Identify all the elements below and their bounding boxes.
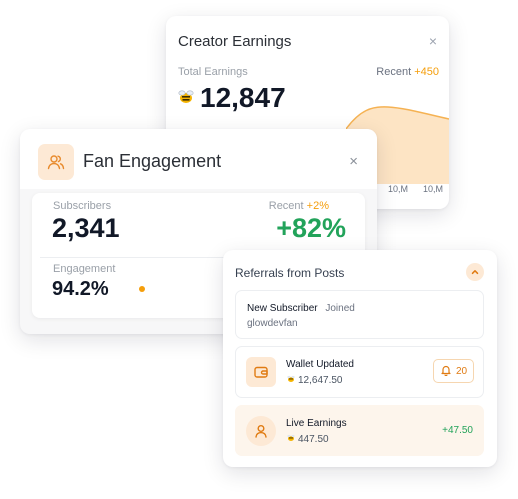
close-icon[interactable]: × [428, 33, 437, 49]
close-icon[interactable]: × [349, 153, 358, 170]
subscribers-label: Subscribers [53, 200, 112, 212]
total-earnings-label: Total Earnings [178, 66, 248, 78]
earnings-recent-label: Recent [376, 66, 412, 78]
user-icon [246, 416, 276, 446]
referrals-title: Referrals from Posts [235, 266, 345, 280]
referral-title: Live Earnings [286, 418, 347, 429]
engagement-label: Engagement [53, 263, 116, 275]
referral-title: New Subscriber Joined [247, 303, 355, 314]
earnings-amount: 12,847 [176, 82, 286, 114]
referral-amount: 12,647.50 [286, 374, 343, 387]
bell-icon [440, 364, 452, 379]
x-tick-label: 10,M [388, 184, 409, 194]
referral-delta: +47.50 [442, 425, 473, 436]
engagement-recent-label: Recent [268, 200, 304, 212]
wallet-icon [246, 357, 276, 387]
referrals-card: Referrals from Posts New Subscriber Join… [223, 250, 497, 467]
referral-amount-value: 447.50 [298, 434, 329, 445]
list-item[interactable]: Wallet Updated 12,647.50 20 [235, 346, 484, 398]
earnings-title: Creator Earnings [178, 33, 292, 50]
fan-engagement-card: Fan Engagement × Subscribers 2,341 Recen… [20, 129, 377, 334]
divider [40, 257, 357, 258]
earnings-amount-value: 12,847 [200, 82, 286, 113]
engagement-recent: Recent +2% [269, 200, 329, 212]
notification-button[interactable]: 20 [433, 359, 474, 383]
engagement-growth-percent: +82% [276, 213, 346, 243]
referral-title-text: New Subscriber [247, 303, 318, 314]
status-dot [139, 286, 145, 292]
earnings-recent: Recent +450 [376, 66, 439, 78]
list-item[interactable]: Live Earnings 447.50 +47.50 [235, 405, 484, 456]
list-item[interactable]: New Subscriber Joined glowdevfan [235, 290, 484, 339]
referral-status: Joined [325, 303, 355, 314]
referral-username: glowdevfan [247, 318, 298, 329]
engagement-value: 94.2% [52, 278, 109, 300]
referral-title: Wallet Updated [286, 359, 354, 370]
notification-count: 20 [455, 365, 468, 377]
subscribers-value: 2,341 [52, 213, 120, 243]
users-icon [38, 144, 74, 180]
engagement-title: Fan Engagement [83, 151, 222, 171]
referral-amount: 447.50 [286, 433, 329, 446]
bee-coin-icon [176, 82, 196, 114]
engagement-recent-delta: +2% [306, 200, 329, 212]
chevron-up-icon[interactable] [466, 263, 484, 281]
x-tick-label: 10,M [423, 184, 444, 194]
engagement-header: Fan Engagement × [20, 129, 377, 189]
bee-coin-icon [286, 433, 296, 446]
referral-amount-value: 12,647.50 [298, 375, 343, 386]
bee-coin-icon [286, 374, 296, 387]
earnings-recent-delta: +450 [414, 66, 439, 78]
